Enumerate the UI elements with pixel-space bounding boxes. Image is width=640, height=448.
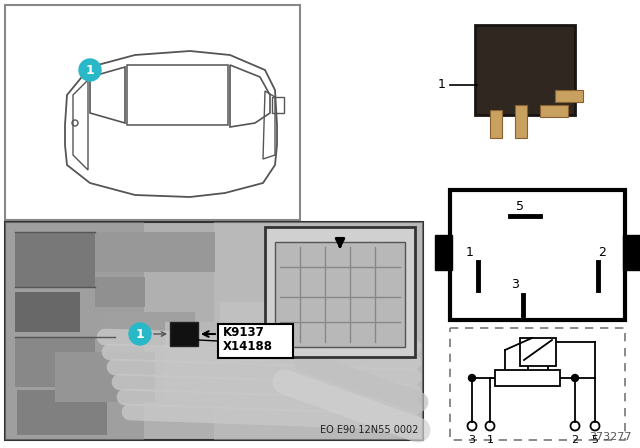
Bar [15, 232, 95, 287]
Circle shape [468, 375, 476, 382]
Text: 373277: 373277 [589, 432, 632, 442]
Bar [265, 227, 415, 357]
Bar [515, 105, 527, 138]
Bar [495, 370, 560, 386]
Bar [450, 190, 625, 320]
Bar [450, 328, 625, 440]
Bar [475, 25, 575, 115]
Bar [520, 338, 556, 366]
Bar [272, 97, 284, 113]
Bar [275, 242, 405, 347]
Text: 3: 3 [468, 435, 476, 445]
Text: 2: 2 [572, 435, 579, 445]
Bar [5, 222, 423, 440]
Bar [55, 352, 155, 402]
Bar [170, 322, 198, 346]
Bar [218, 324, 293, 358]
Text: 2: 2 [598, 246, 606, 258]
Bar [5, 222, 144, 440]
Text: K9137: K9137 [223, 326, 265, 339]
Bar [623, 235, 640, 270]
Bar [435, 235, 452, 270]
Bar [555, 90, 583, 102]
Bar [95, 277, 145, 307]
Bar [540, 105, 568, 117]
Text: 5: 5 [591, 435, 598, 445]
Bar [15, 337, 95, 387]
Text: 1: 1 [86, 64, 94, 77]
Bar [5, 5, 300, 220]
Text: EO E90 12N55 0002: EO E90 12N55 0002 [319, 425, 418, 435]
Text: X14188: X14188 [223, 340, 273, 353]
Text: 1: 1 [466, 246, 474, 258]
Bar [214, 222, 423, 440]
Bar [220, 302, 270, 362]
Circle shape [79, 59, 101, 81]
Bar [17, 390, 107, 435]
Text: 5: 5 [516, 199, 524, 212]
Text: 1: 1 [136, 327, 145, 340]
Bar [105, 312, 195, 347]
Text: 1: 1 [438, 78, 446, 91]
Bar [477, 27, 574, 114]
Text: 3: 3 [511, 279, 519, 292]
Bar [165, 322, 225, 402]
Bar [490, 110, 502, 138]
Bar [15, 292, 80, 332]
Circle shape [572, 375, 579, 382]
Circle shape [129, 323, 151, 345]
Text: 1: 1 [486, 435, 493, 445]
Bar [95, 232, 215, 272]
